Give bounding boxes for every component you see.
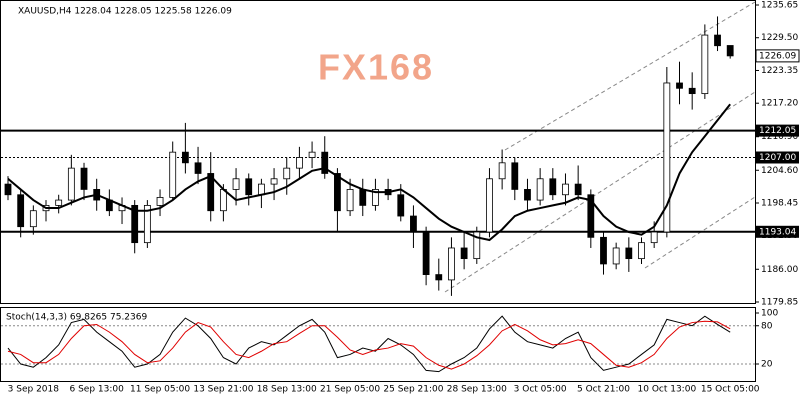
candle-body — [726, 45, 734, 57]
x-tick-label: 25 Sep 21:00 — [383, 385, 443, 395]
series-line — [7, 103, 731, 242]
candle-body — [194, 162, 202, 174]
y-tick-label: 80 — [761, 321, 773, 331]
series-line — [7, 315, 731, 373]
candle-body — [600, 236, 607, 265]
x-tick-label: 3 Oct 05:00 — [514, 385, 567, 395]
price-label: 1226.09 — [759, 51, 796, 61]
candle-body — [29, 210, 37, 228]
level-label: 1207.00 — [759, 153, 796, 163]
candle-body — [524, 189, 531, 201]
candle-body — [688, 87, 696, 95]
candle-body — [486, 178, 493, 233]
x-tick-label: 13 Sep 21:00 — [193, 385, 253, 395]
y-tick-label: 1179.85 — [761, 298, 798, 308]
watermark: FX168 — [318, 47, 434, 88]
price-tag — [755, 49, 800, 63]
y-tick-label: 1198.45 — [761, 199, 798, 209]
level-tag — [756, 151, 799, 164]
candle-body — [131, 204, 139, 244]
candle-body — [397, 194, 405, 217]
candle-body — [435, 274, 443, 281]
candle-body — [676, 82, 683, 89]
candle-body — [625, 247, 633, 260]
candle-body — [536, 178, 544, 201]
stoch-title: Stoch(14,3,3) 69.8265 75.2369 — [6, 313, 147, 323]
level-tag — [756, 225, 799, 238]
candle-body — [143, 204, 151, 244]
x-tick-label: 28 Sep 13:00 — [447, 385, 507, 395]
candle-body — [701, 34, 709, 95]
x-tick-label: 21 Sep 05:00 — [320, 385, 380, 395]
candle-body — [612, 247, 620, 265]
candle-body — [4, 183, 12, 196]
y-tick-label: 1186.00 — [761, 265, 798, 275]
candle-body — [219, 189, 227, 212]
candle-body — [498, 162, 506, 180]
y-tick-label: 20 — [761, 360, 773, 370]
x-tick-label: 18 Sep 13:00 — [257, 385, 317, 395]
candle-body — [245, 178, 253, 196]
candle-body — [663, 82, 671, 233]
candle-body — [549, 178, 557, 196]
candle-body — [638, 242, 645, 260]
channel-line — [444, 91, 756, 293]
candle-body — [511, 162, 519, 190]
level-label: 1193.04 — [759, 227, 796, 237]
y-tick-label: 1223.35 — [761, 66, 798, 76]
candle-body — [207, 173, 215, 212]
candle-body — [587, 194, 595, 238]
x-tick-label: 3 Sep 2018 — [8, 385, 60, 395]
candle-body — [17, 194, 25, 228]
candle-body — [460, 247, 468, 260]
candle-body — [574, 183, 582, 196]
y-tick-label: 100 — [761, 309, 778, 319]
candle-body — [257, 183, 265, 196]
channel — [444, 1, 756, 293]
y-tick-label: 1204.60 — [761, 166, 798, 176]
candle-body — [283, 167, 291, 180]
candle-body — [55, 199, 63, 206]
x-tick-label: 6 Sep 13:00 — [70, 385, 125, 395]
candle-body — [67, 167, 75, 201]
candle-body — [346, 189, 354, 212]
y-tick-label: 1235.65 — [761, 1, 798, 11]
candle-body — [232, 178, 240, 190]
candle-body — [650, 231, 658, 244]
x-tick-label: 11 Sep 05:00 — [130, 385, 190, 395]
candle-body — [714, 34, 721, 47]
x-tick-label: 10 Oct 13:00 — [638, 385, 697, 395]
candle-body — [448, 247, 455, 281]
y-tick-label: 1229.50 — [761, 33, 798, 43]
candle-body — [296, 157, 303, 169]
candle-body — [181, 151, 189, 164]
candle-body — [422, 231, 430, 275]
candle-body — [359, 189, 367, 206]
x-tick-label: 5 Oct 21:00 — [577, 385, 630, 395]
chart-title: XAUUSD,H4 1228.04 1228.05 1225.58 1226.0… — [18, 7, 232, 17]
candle-body — [169, 151, 177, 198]
candle-body — [270, 178, 278, 185]
y-tick-label: 1217.20 — [761, 99, 798, 109]
level-tag — [756, 124, 799, 137]
candle-body — [410, 215, 417, 233]
stoch-panel — [0, 307, 756, 382]
candle-body — [80, 167, 88, 190]
x-tick-label: 15 Oct 05:00 — [701, 385, 760, 395]
candle-body — [372, 189, 379, 206]
series-line — [7, 320, 731, 370]
level-label: 1212.05 — [759, 126, 796, 136]
candle-body — [308, 151, 316, 158]
y-tick-label: 1210.90 — [761, 132, 798, 142]
candle-body — [334, 173, 341, 212]
price-panel — [0, 0, 756, 304]
candle-body — [473, 231, 481, 260]
candle-body — [156, 197, 164, 206]
candle-body — [562, 183, 569, 196]
candle-body — [321, 151, 329, 174]
